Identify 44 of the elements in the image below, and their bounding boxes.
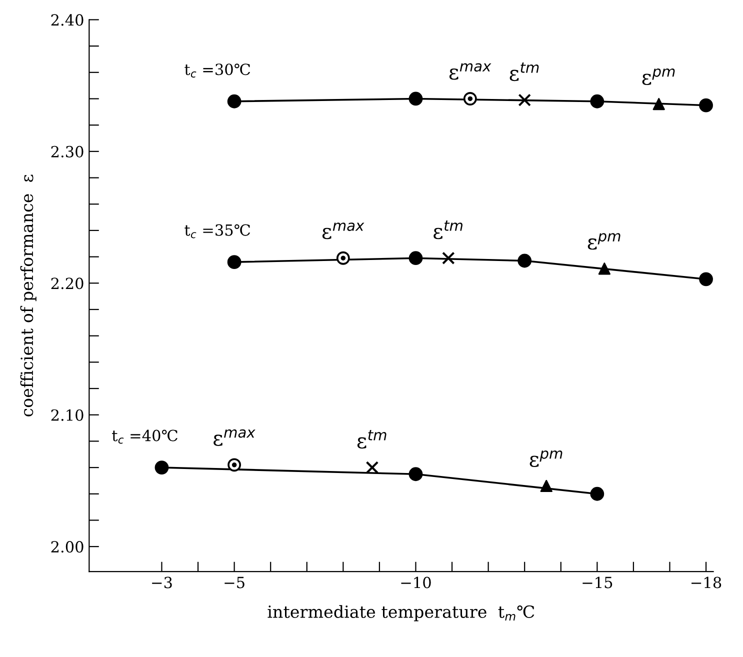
point	[652, 98, 665, 110]
series-label: t$_{c}$ =40℃	[112, 430, 178, 444]
point	[154, 460, 169, 474]
point	[590, 94, 604, 108]
point	[518, 94, 532, 106]
annotation: ε$^{max}$	[322, 222, 364, 240]
annotation: ε$^{max}$	[214, 429, 256, 446]
annotation: ε$^{tm}$	[357, 430, 386, 449]
point	[227, 255, 242, 270]
annotation: ε$^{pm}$	[530, 450, 562, 468]
point	[408, 467, 423, 482]
y-tick-label: 2.40	[51, 14, 84, 26]
point	[699, 98, 713, 112]
annotation: ε$^{tm}$	[510, 62, 539, 82]
point	[590, 486, 604, 501]
y-tick-label: 2.30	[51, 146, 84, 158]
y-tick-label: 2.00	[51, 541, 84, 553]
x-tick-label: −18	[692, 576, 722, 588]
annotation: ε$^{tm}$	[434, 220, 462, 240]
y-axis-title: coefficient of performance ε	[20, 174, 36, 416]
y-tick-label: 2.20	[51, 278, 84, 290]
point	[598, 262, 610, 275]
x-tick-label: −10	[401, 576, 431, 588]
point	[227, 94, 242, 108]
annotation: ε$^{max}$	[449, 63, 492, 80]
point	[408, 92, 423, 106]
annotation: ε$^{pm}$	[642, 68, 675, 86]
point	[518, 254, 532, 268]
point	[699, 272, 713, 286]
y-tick-label: 2.10	[51, 409, 84, 421]
series-label: t$_{c}$ =35℃	[184, 224, 250, 238]
point	[228, 458, 242, 472]
x-tick-label: −5	[224, 576, 244, 588]
annotation: ε$^{pm}$	[588, 233, 620, 250]
point	[442, 252, 455, 265]
point	[336, 251, 350, 265]
x-tick-label: −15	[582, 576, 612, 588]
point	[463, 92, 477, 106]
point	[366, 461, 379, 474]
x-axis-title: intermediate temperature t$_{m}$℃	[268, 605, 534, 622]
point	[408, 251, 423, 266]
series-label: t$_{c}$ =30℃	[184, 64, 250, 78]
x-tick-label: −3	[152, 576, 172, 588]
point	[540, 480, 552, 492]
